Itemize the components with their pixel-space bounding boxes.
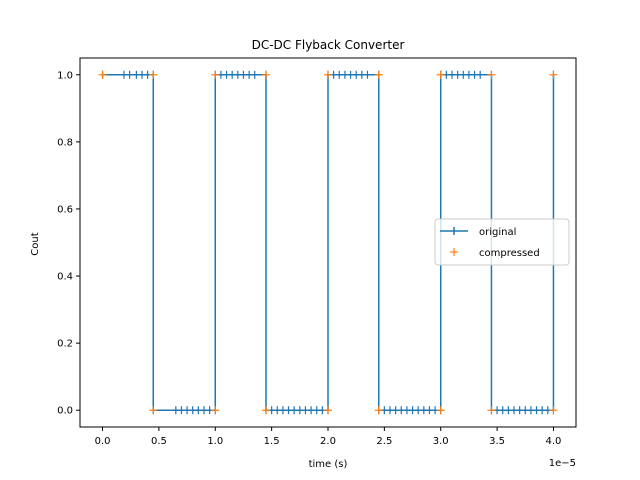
data-point-compressed xyxy=(211,406,220,415)
y-tick-label: 0.4 xyxy=(57,272,73,283)
legend-compressed-label: compressed xyxy=(479,248,540,259)
data-point-compressed xyxy=(436,70,445,79)
legend: original compressed xyxy=(434,218,570,266)
series-compressed xyxy=(98,70,558,415)
x-tick-label: 1.0 xyxy=(207,436,223,447)
x-offset-label: 1e−5 xyxy=(549,458,576,469)
legend-frame xyxy=(434,218,570,266)
x-tick-label: 3.5 xyxy=(489,436,505,447)
x-tick-label: 1.5 xyxy=(264,436,280,447)
data-point-compressed xyxy=(149,70,158,79)
x-tick-label: 2.0 xyxy=(320,436,336,447)
x-tick-label: 0.5 xyxy=(151,436,167,447)
legend-original-label: original xyxy=(479,227,516,238)
data-point-compressed xyxy=(487,70,496,79)
data-point-compressed xyxy=(374,70,383,79)
data-point-compressed xyxy=(436,406,445,415)
series-layer xyxy=(98,70,558,415)
y-axis-label: Cout xyxy=(30,232,41,255)
data-point-compressed xyxy=(374,406,383,415)
data-point-compressed xyxy=(549,406,558,415)
data-point-compressed xyxy=(211,70,220,79)
x-tick-label: 3.0 xyxy=(433,436,449,447)
y-tick-label: 0.0 xyxy=(57,406,73,417)
x-tick-label: 0.0 xyxy=(95,436,111,447)
y-tick-label: 0.6 xyxy=(57,204,73,215)
axes-layer: 0.0 0.5 1.0 1.5 2.0 2.5 3.0 3.5 4.0 0.0 0.2 0.4 0.6 0… xyxy=(57,57,577,447)
data-point-compressed xyxy=(549,70,558,79)
data-point-compressed xyxy=(98,70,107,79)
y-tick-label: 0.8 xyxy=(57,137,73,148)
data-point-compressed xyxy=(487,406,496,415)
chart-title: DC-DC Flyback Converter xyxy=(252,38,405,52)
data-point-compressed xyxy=(262,70,270,79)
data-point-compressed xyxy=(324,70,332,79)
data-point-compressed xyxy=(262,406,270,415)
y-tick-label: 0.2 xyxy=(57,339,73,350)
x-tick-label: 2.5 xyxy=(376,436,392,447)
data-point-compressed xyxy=(324,406,332,415)
x-axis-label: time (s) xyxy=(309,459,348,470)
y-tick-label: 1.0 xyxy=(57,70,73,81)
data-point-compressed xyxy=(149,406,158,415)
x-tick-label: 4.0 xyxy=(546,436,562,447)
